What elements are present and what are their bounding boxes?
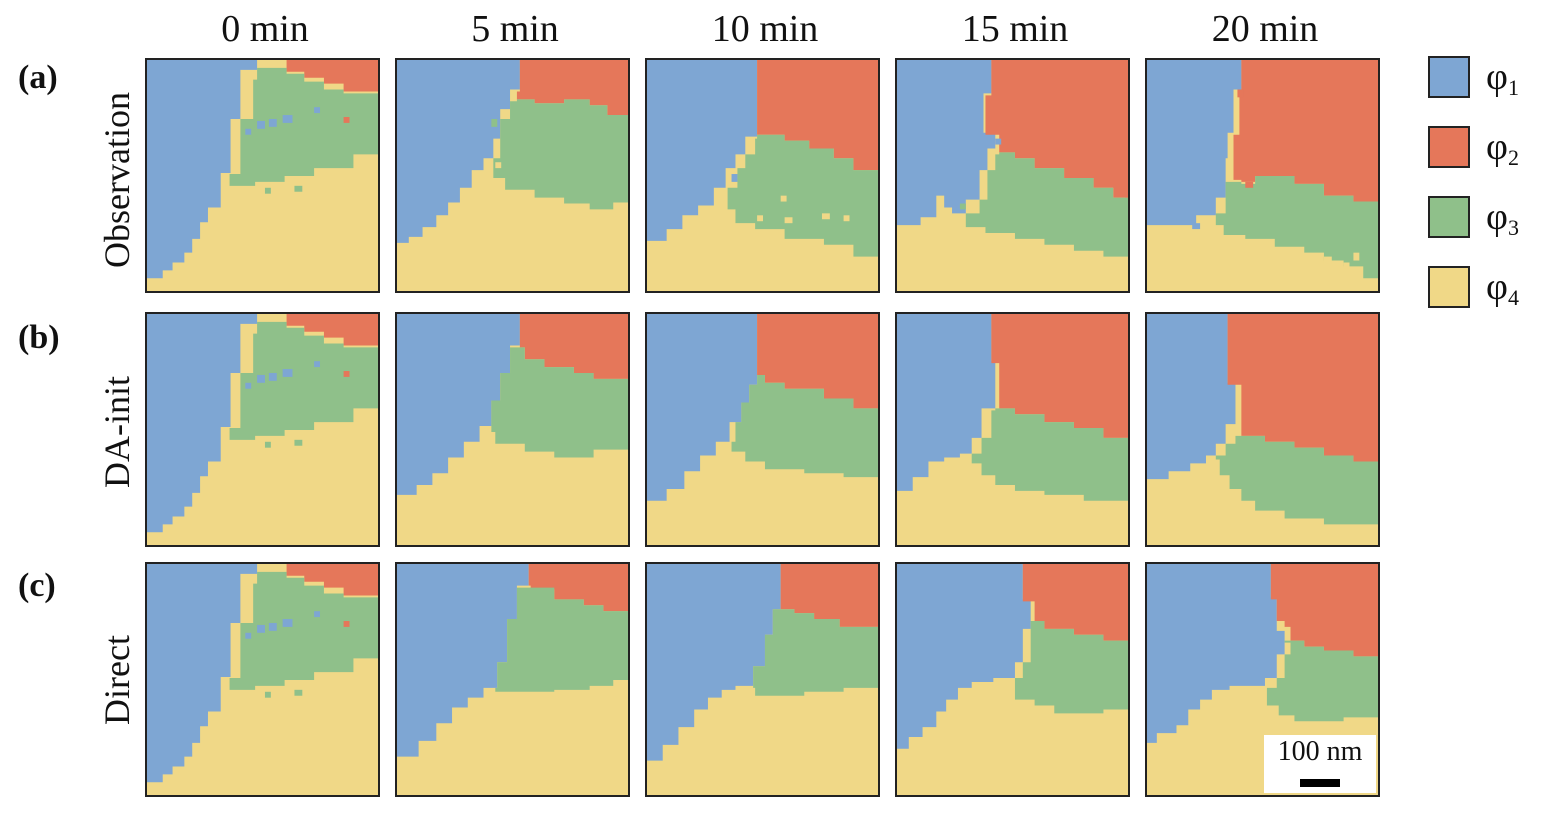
legend-swatch-phi3 (1428, 196, 1470, 238)
row-tag-a: (a) (18, 59, 58, 96)
row-label-direct: Direct (97, 635, 137, 725)
row-label-da-init: DA-init (97, 376, 137, 488)
panel-observation-10min (645, 58, 880, 293)
panel-direct-15min (895, 562, 1130, 797)
scale-bar-line (1300, 779, 1340, 787)
column-title-20min: 20 min (1211, 8, 1319, 50)
legend-swatch-phi1 (1428, 56, 1470, 98)
legend-label-phi1: φ1 (1486, 56, 1519, 100)
panel-direct-0min (145, 562, 380, 797)
panel-da-init-0min (145, 312, 380, 547)
row-label-observation: Observation (97, 92, 137, 268)
row-tag-c: (c) (18, 567, 56, 604)
panel-da-init-15min (895, 312, 1130, 547)
scale-bar: 100 nm (1264, 735, 1376, 793)
column-title-15min: 15 min (961, 8, 1069, 50)
column-title-0min: 0 min (221, 8, 309, 50)
column-title-10min: 10 min (711, 8, 819, 50)
column-title-5min: 5 min (471, 8, 559, 50)
panel-da-init-10min (645, 312, 880, 547)
panel-observation-20min (1145, 58, 1380, 293)
panel-direct-20min (1145, 562, 1380, 797)
legend-swatch-phi2 (1428, 126, 1470, 168)
legend-label-phi3: φ3 (1486, 196, 1519, 240)
legend-label-phi4: φ4 (1486, 266, 1519, 310)
panel-da-init-5min (395, 312, 630, 547)
panel-observation-15min (895, 58, 1130, 293)
panel-direct-5min (395, 562, 630, 797)
row-tag-b: (b) (18, 319, 60, 356)
panel-observation-5min (395, 58, 630, 293)
legend-swatch-phi4 (1428, 266, 1470, 308)
panel-observation-0min (145, 58, 380, 293)
legend-label-phi2: φ2 (1486, 126, 1519, 170)
panel-da-init-20min (1145, 312, 1380, 547)
panel-direct-10min (645, 562, 880, 797)
scale-bar-label: 100 nm (1277, 736, 1363, 767)
